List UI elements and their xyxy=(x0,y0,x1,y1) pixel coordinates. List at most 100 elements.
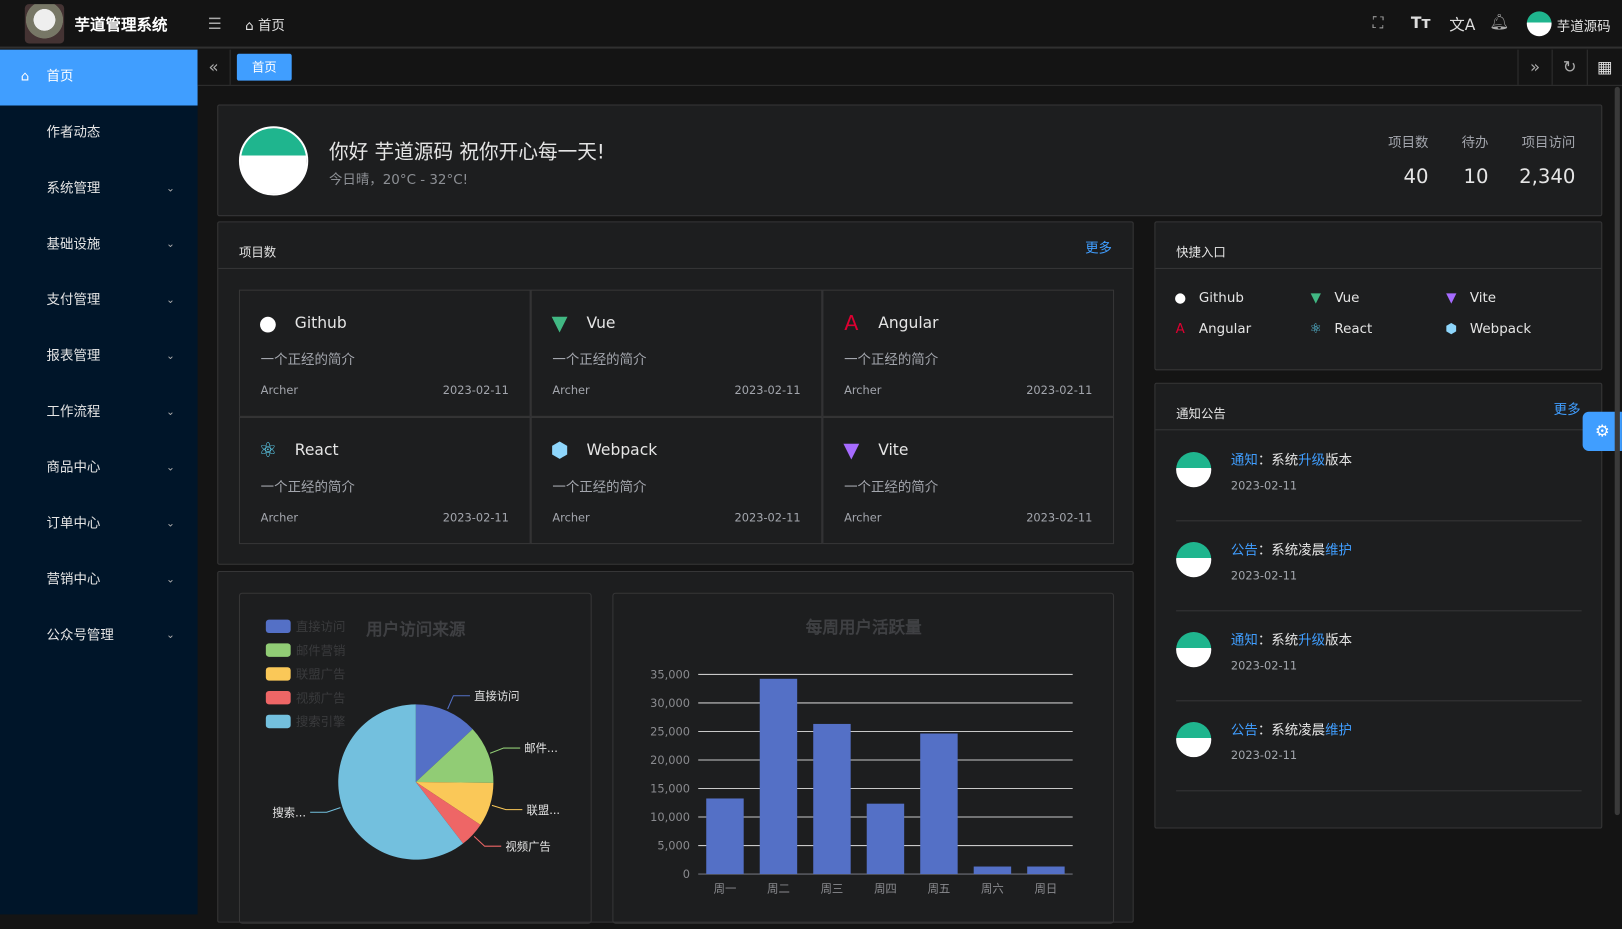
notice-date: 2023-02-11 xyxy=(1230,748,1298,763)
chevron-down-icon: ⌄ xyxy=(166,238,175,251)
notice-date: 2023-02-11 xyxy=(1230,568,1298,583)
chevron-down-icon: ⌄ xyxy=(166,350,175,363)
legend-label[interactable]: 直接访问 xyxy=(296,619,346,634)
notices-more-link[interactable]: 更多 xyxy=(1553,402,1581,418)
project-date: 2023-02-11 xyxy=(734,510,801,525)
bar[interactable] xyxy=(1027,866,1065,875)
bar[interactable] xyxy=(866,803,905,875)
pie-slice[interactable] xyxy=(415,782,481,844)
sidebar-item[interactable]: 报表管理 ⌄ xyxy=(0,329,198,385)
notices-header: 通知公告 更多 xyxy=(1155,384,1602,431)
font-size-icon[interactable]: Tт xyxy=(1410,13,1431,33)
notice-sep: ： xyxy=(1257,723,1272,739)
shortcut-label: Webpack xyxy=(1469,321,1532,338)
shortcut-item[interactable]: ▼ Vue xyxy=(1305,291,1360,307)
sidebar-item[interactable]: 营销中心 ⌄ xyxy=(0,552,198,608)
tab-home[interactable]: 首页 xyxy=(236,53,292,81)
refresh-icon[interactable]: ↻ xyxy=(1551,49,1587,85)
charts-card: 用户访问来源 直接访问 邮件营销 联盟广告 视频广告 搜索引擎 直接访问 邮件... 联盟...… xyxy=(217,570,1134,924)
user-avatar[interactable] xyxy=(1526,11,1552,37)
scrollbar[interactable] xyxy=(1614,86,1620,816)
x-tick-label: 周五 xyxy=(928,882,951,896)
notice-pre: 系统 xyxy=(1271,633,1299,649)
sidebar-item[interactable]: 支付管理 ⌄ xyxy=(0,273,198,329)
y-tick-label: 25,000 xyxy=(650,725,690,739)
project-card[interactable]: ⬢ Webpack 一个正经的简介 Archer 2023-02-11 xyxy=(530,416,823,545)
webpack-icon: ⬢ xyxy=(1445,321,1458,338)
legend-label[interactable]: 搜索引擎 xyxy=(296,714,346,729)
translate-icon[interactable]: 文A xyxy=(1449,15,1476,35)
projects-more-link[interactable]: 更多 xyxy=(1085,241,1112,257)
notice-sep: ： xyxy=(1257,453,1272,469)
bar[interactable] xyxy=(813,723,851,875)
shortcut-item[interactable]: ⬢ Webpack xyxy=(1441,322,1531,338)
sidebar-item[interactable]: 基础设施 ⌄ xyxy=(0,217,198,273)
project-card[interactable]: ⚛ React 一个正经的简介 Archer 2023-02-11 xyxy=(238,416,531,545)
user-name[interactable]: 芋道源码 xyxy=(1556,19,1611,36)
notice-item[interactable]: 通知：系统升级版本 2023-02-11 xyxy=(1176,611,1582,702)
pie-slice[interactable] xyxy=(415,704,473,783)
github-icon: ● xyxy=(258,310,277,336)
sidebar-item[interactable]: 订单中心 ⌄ xyxy=(0,497,198,553)
legend-swatch[interactable] xyxy=(265,667,291,681)
chevron-down-icon: ⌄ xyxy=(166,518,175,530)
bell-icon[interactable]: 🔔︎ xyxy=(1489,12,1510,32)
project-desc: 一个正经的简介 xyxy=(844,352,939,369)
sidebar-item[interactable]: 工作流程 ⌄ xyxy=(0,385,198,441)
pie-title: 用户访问来源 xyxy=(366,619,466,639)
shortcuts-card: 快捷入口 ● Github ▼ Vue ▼ Vite A Angular ⚛ React ⬢ Webp… xyxy=(1154,221,1603,371)
shortcut-item[interactable]: ▼ Vite xyxy=(1441,291,1496,307)
notice-type: 公告 xyxy=(1230,543,1258,559)
legend-label[interactable]: 视频广告 xyxy=(296,690,346,705)
pie-slice[interactable] xyxy=(415,782,494,825)
legend-swatch[interactable] xyxy=(265,714,291,729)
pie-slice[interactable] xyxy=(415,729,494,783)
grid-menu-icon[interactable]: ▦ xyxy=(1586,49,1622,85)
projects-header: 项目数 更多 xyxy=(218,222,1133,269)
pie-slice[interactable] xyxy=(338,704,464,860)
welcome-card: 你好 芋道源码 祝你开心每一天! 今日晴，20°C - 32°C! 项目数 40 … xyxy=(217,104,1603,217)
project-desc: 一个正经的简介 xyxy=(844,479,939,496)
sidebar-item[interactable]: 商品中心 ⌄ xyxy=(0,441,198,497)
project-card[interactable]: A Angular 一个正经的简介 Archer 2023-02-11 xyxy=(822,289,1115,417)
notice-avatar xyxy=(1176,722,1212,758)
notice-item[interactable]: 公告：系统凌晨维护 2023-02-11 xyxy=(1176,701,1582,792)
sidebar-item[interactable]: 作者动态 xyxy=(0,106,198,162)
scroll-right-icon[interactable]: » xyxy=(1517,49,1551,85)
y-tick-label: 15,000 xyxy=(650,782,690,796)
legend-swatch[interactable] xyxy=(265,619,291,634)
shortcut-item[interactable]: ⚛ React xyxy=(1305,322,1373,338)
legend-label[interactable]: 邮件营销 xyxy=(296,643,346,658)
notice-item[interactable]: 公告：系统凌晨维护 2023-02-11 xyxy=(1176,521,1582,612)
menu-toggle-icon[interactable]: ☰ xyxy=(207,14,222,34)
bar[interactable] xyxy=(706,798,744,875)
sidebar-item-label: 订单中心 xyxy=(46,516,101,532)
notice-text: 公告：系统凌晨维护 xyxy=(1231,719,1352,739)
breadcrumb[interactable]: ⌂ 首页 xyxy=(245,18,285,35)
legend-swatch[interactable] xyxy=(265,643,291,657)
legend-label[interactable]: 联盟广告 xyxy=(296,667,346,682)
bar[interactable] xyxy=(759,678,798,875)
angular-icon: A xyxy=(844,310,859,336)
notice-type: 通知 xyxy=(1230,453,1258,469)
notice-sep: ： xyxy=(1257,633,1272,649)
project-author: Archer xyxy=(844,383,882,398)
scroll-left-icon[interactable]: « xyxy=(198,49,231,85)
project-name: Angular xyxy=(878,313,939,333)
shortcut-item[interactable]: ● Github xyxy=(1170,291,1243,307)
fullscreen-icon[interactable]: ⛶ xyxy=(1372,13,1384,33)
legend-swatch[interactable] xyxy=(265,690,291,705)
bar-title: 每周用户活跃量 xyxy=(806,617,922,637)
notice-item[interactable]: 通知：系统升级版本 2023-02-11 xyxy=(1176,431,1582,522)
sidebar-item[interactable]: ⌂ 首页 xyxy=(0,49,198,106)
project-card[interactable]: ▼ Vite 一个正经的简介 Archer 2023-02-11 xyxy=(822,416,1115,545)
bar[interactable] xyxy=(920,733,958,875)
project-card[interactable]: ▼ Vue 一个正经的简介 Archer 2023-02-11 xyxy=(530,289,823,417)
bar[interactable] xyxy=(973,866,1012,875)
shortcut-item[interactable]: A Angular xyxy=(1170,322,1252,338)
sidebar-item-label: 系统管理 xyxy=(46,181,101,197)
sidebar-item[interactable]: 公众号管理 ⌄ xyxy=(0,608,198,664)
projects-card: 项目数 更多 ● Github 一个正经的简介 Archer 2023-02-11 ▼ Vue… xyxy=(217,221,1134,565)
project-card[interactable]: ● Github 一个正经的简介 Archer 2023-02-11 xyxy=(238,289,531,417)
sidebar-item[interactable]: 系统管理 ⌄ xyxy=(0,161,198,217)
